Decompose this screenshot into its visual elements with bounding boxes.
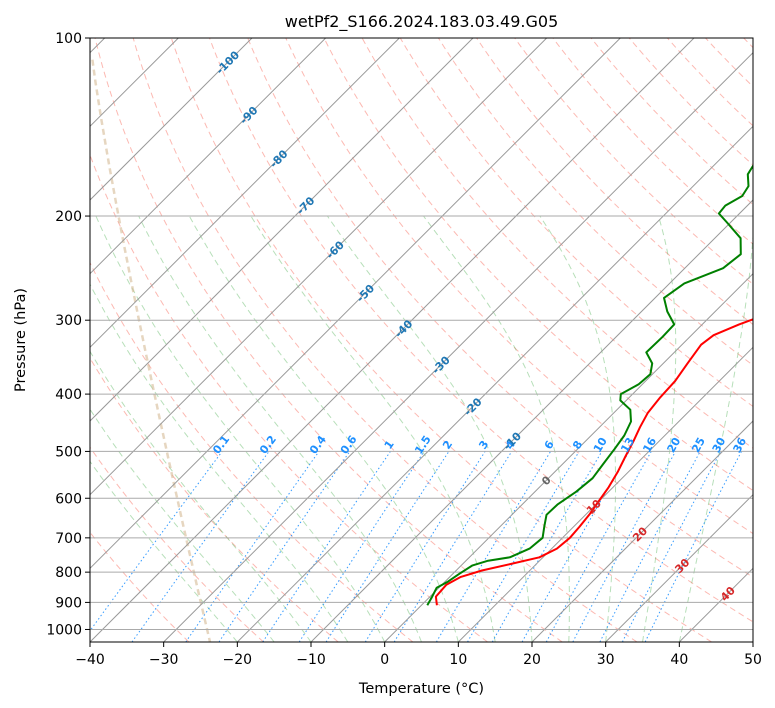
dry-adiabat (323, 38, 753, 492)
isotherm-line (605, 493, 753, 642)
moist-adiabat (138, 215, 422, 642)
x-tick-label: 50 (744, 652, 762, 668)
x-tick-label: 10 (449, 652, 467, 668)
x-tick-label: −40 (75, 652, 105, 668)
reference-curve (91, 59, 212, 642)
y-axis-label: Pressure (hPa) (13, 288, 29, 392)
isotherm-line (90, 38, 695, 642)
isotherm-line (90, 38, 548, 496)
isotherm-line (90, 38, 400, 349)
mixing-ratio-line (218, 451, 351, 642)
dry-adiabat (399, 38, 753, 408)
dry-adiabat (94, 38, 563, 642)
dry-adiabat (132, 38, 638, 642)
moist-adiabat (326, 215, 533, 642)
mixing-ratio-line (435, 451, 552, 642)
x-tick-label: 40 (670, 652, 688, 668)
y-tick-label: 500 (55, 444, 82, 460)
isotherm-line (90, 38, 621, 570)
mixing-ratio-line (467, 451, 580, 642)
dry-adiabat (90, 261, 414, 642)
dry-adiabat (209, 38, 753, 623)
x-tick-label: −10 (296, 652, 326, 668)
mixing-ratio-line (364, 451, 486, 642)
y-tick-label: 400 (55, 387, 82, 403)
isotherm-line (90, 38, 253, 201)
moist-adiabat (90, 283, 349, 642)
dry-adiabat (90, 446, 264, 642)
plot-frame (89, 37, 754, 643)
x-tick-label: 20 (523, 652, 541, 668)
dry-adiabat (628, 38, 753, 166)
moist-adiabat (90, 460, 238, 642)
y-tick-label: 900 (55, 595, 82, 611)
y-axis: 100 200 300 400 500 600 700 800 900 1000 (46, 31, 90, 638)
mixing-ratio-label: 36 (730, 435, 749, 455)
x-tick-label: −30 (149, 652, 179, 668)
moist-adiabat (539, 215, 616, 642)
isotherm-line (457, 346, 753, 642)
dewpoint-line (426, 163, 753, 606)
isotherm-line (310, 199, 753, 642)
x-tick-label: 0 (380, 652, 389, 668)
mixing-ratio-line (521, 451, 630, 642)
isotherm-line (531, 420, 753, 642)
chart-title: wetPf2_S166.2024.183.03.49.G05 (285, 12, 559, 32)
mixing-ratio-line (90, 451, 223, 632)
profiles (426, 163, 753, 606)
isotherm-line (90, 38, 327, 275)
dry-adiabat (170, 38, 712, 642)
y-tick-label: 800 (55, 565, 82, 581)
isotherm-line (163, 51, 753, 642)
y-tick-label: 600 (55, 491, 82, 507)
x-tick-label: −20 (223, 652, 253, 668)
mixing-ratio-line (491, 451, 603, 642)
x-tick-label: 30 (597, 652, 615, 668)
y-tick-label: 700 (55, 531, 82, 547)
mixing-ratio-line (325, 451, 450, 642)
x-axis-label: Temperature (°C) (358, 681, 484, 697)
moist-adiabat (188, 215, 459, 642)
temperature-line (434, 318, 753, 606)
dry-adiabat (590, 38, 753, 206)
mixing-ratio-line (572, 451, 676, 642)
y-tick-label: 200 (55, 209, 82, 225)
grid-lines (90, 38, 753, 642)
dry-adiabat (247, 38, 753, 578)
dry-adiabat (514, 38, 753, 285)
mixing-ratio-label: 25 (689, 435, 708, 455)
y-tick-label: 300 (55, 313, 82, 329)
moist-adiabat (90, 350, 312, 642)
dry-adiabat (476, 38, 753, 326)
mixing-ratio-line (393, 451, 513, 642)
mixing-ratio-line (131, 451, 270, 642)
moist-adiabat (678, 230, 753, 642)
y-tick-label: 100 (55, 31, 82, 47)
x-axis: −40 −30 −20 −10 0 10 20 30 40 50 (75, 642, 762, 668)
isotherm-line (384, 272, 753, 642)
isotherm-line (90, 38, 474, 422)
moist-adiabat (423, 215, 570, 642)
isotherm-line (236, 125, 753, 642)
moist-adiabat (95, 215, 386, 642)
moist-adiabat (90, 408, 275, 642)
y-tick-label: 1000 (46, 622, 82, 638)
